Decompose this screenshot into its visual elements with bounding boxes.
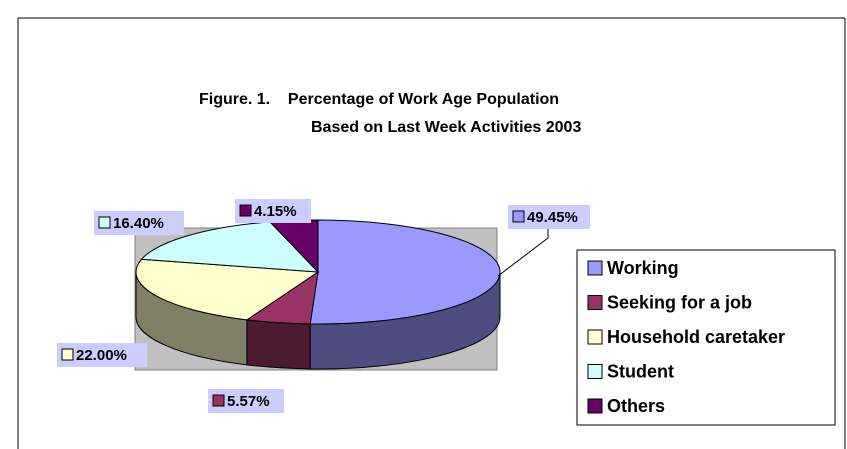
legend-key — [587, 295, 603, 310]
data-label: 5.57% — [227, 393, 270, 410]
data-label-key — [512, 210, 525, 223]
legend-key — [587, 364, 603, 379]
data-label-key — [61, 348, 74, 361]
data-label: 4.15% — [254, 203, 297, 220]
legend-label: Seeking for a job — [607, 292, 752, 312]
data-label-key — [239, 204, 252, 217]
pie-slice — [309, 219, 501, 325]
legend-label: Others — [607, 396, 665, 416]
data-label: 49.45% — [527, 209, 578, 226]
legend-key — [587, 260, 603, 276]
legend-label: Household caretaker — [607, 327, 785, 347]
pie-slice — [135, 258, 320, 321]
chart-title: Figure. 1. Percentage of Work Age Popula… — [199, 91, 559, 108]
pie-slice — [140, 221, 320, 273]
legend-key — [587, 398, 603, 414]
legend-label: Student — [607, 361, 674, 381]
data-label: 22.00% — [76, 347, 127, 364]
legend — [576, 249, 836, 426]
legend-label: Working — [607, 258, 679, 278]
chart-title: Based on Last Week Activities 2003 — [311, 119, 581, 136]
data-label-key — [212, 394, 225, 407]
data-label-key — [98, 216, 111, 229]
legend-key — [587, 329, 603, 345]
data-label: 16.40% — [113, 215, 164, 232]
leader-line — [497, 228, 549, 277]
pie-side — [246, 319, 311, 370]
